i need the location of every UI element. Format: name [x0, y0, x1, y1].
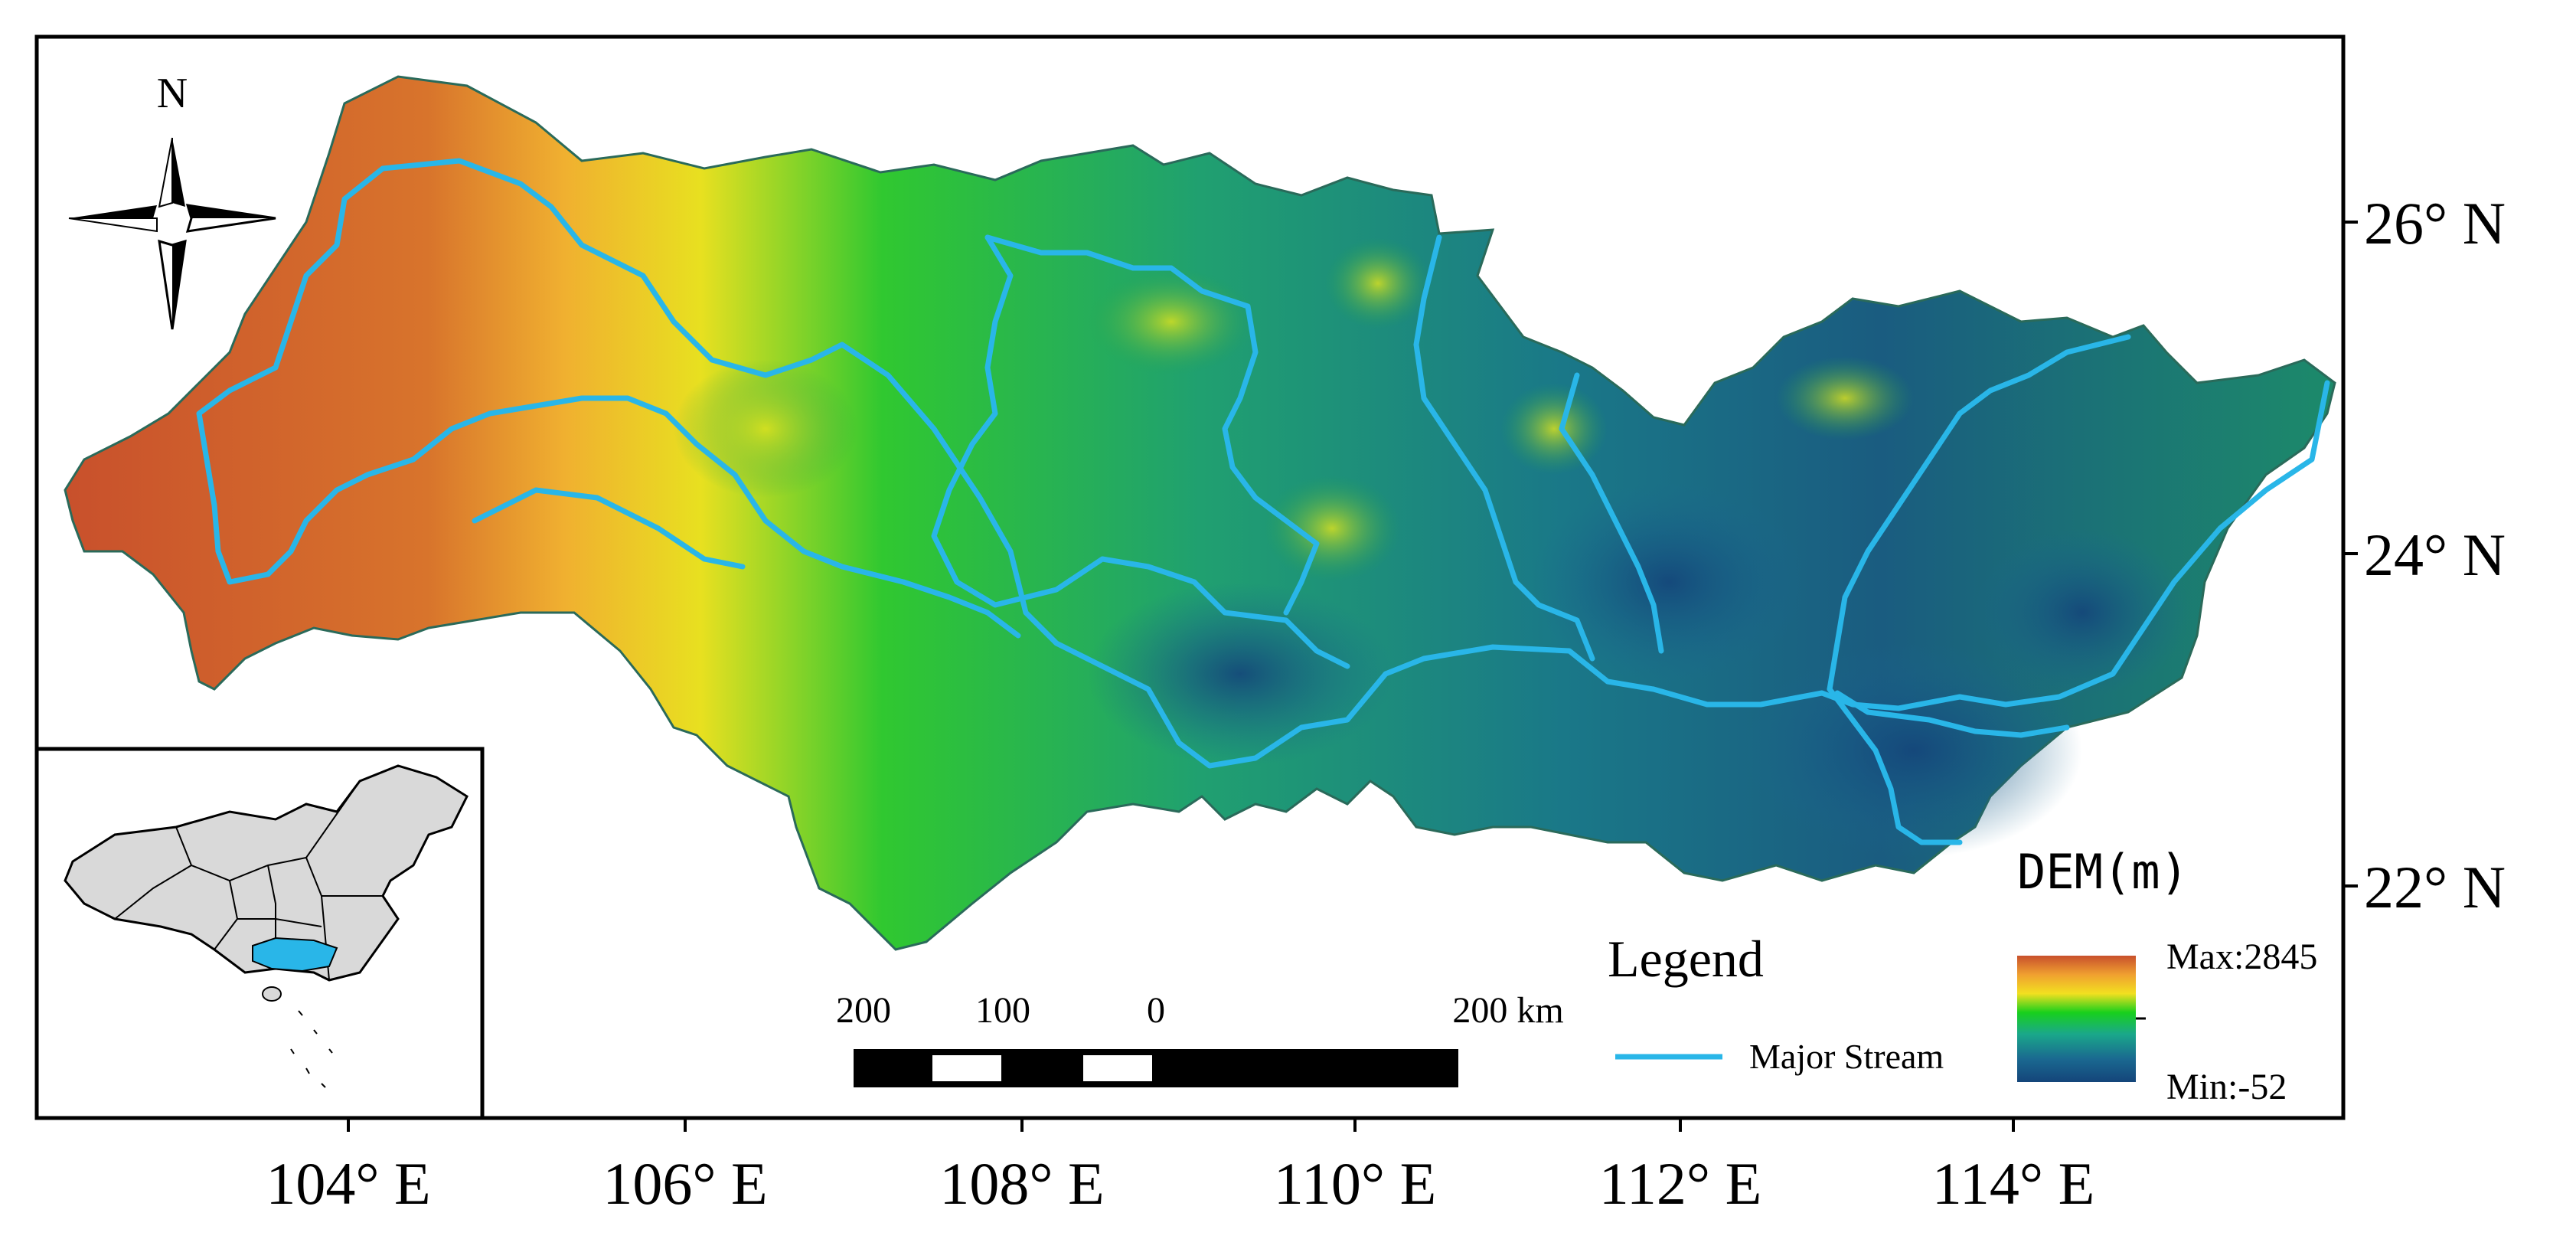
- lon-label-110: 110° E: [1274, 1150, 1436, 1217]
- legend-title: Legend: [1608, 930, 1764, 988]
- lat-label-22: 22° N: [2364, 854, 2506, 920]
- scale-label-200-km: 200 km: [1452, 990, 1563, 1031]
- dem-legend: DEM(m) Max:2845 Min:-52: [2017, 844, 2317, 1107]
- dem-max-label: Max:2845: [2166, 937, 2317, 977]
- scale-label-0: 0: [1147, 990, 1165, 1031]
- north-label: N: [157, 70, 188, 117]
- lon-label-108: 108° E: [939, 1150, 1104, 1217]
- inset-basin-highlight: [252, 937, 338, 973]
- major-stream-label: Major Stream: [1749, 1037, 1944, 1076]
- dem-color-ramp: [2017, 956, 2136, 1082]
- north-arrow-icon: N: [68, 70, 276, 330]
- lon-label-112: 112° E: [1599, 1150, 1761, 1217]
- scale-label-200-left: 200: [836, 990, 891, 1031]
- lon-label-106: 106° E: [602, 1150, 767, 1217]
- dem-title: DEM(m): [2017, 844, 2189, 900]
- lat-label-26: 26° N: [2364, 190, 2506, 257]
- lat-label-24: 24° N: [2364, 521, 2506, 588]
- major-streams: [196, 158, 2330, 845]
- inset-china-outline: [64, 764, 469, 982]
- inset-map: [34, 747, 485, 1120]
- latitude-axis: 26° N 24° N 22° N: [2343, 190, 2506, 920]
- longitude-axis: 104° E 106° E 108° E 110° E 112° E 114° …: [266, 1118, 2094, 1217]
- lon-label-104: 104° E: [266, 1150, 430, 1217]
- scale-bar: 200 100 0 200 km: [836, 990, 1564, 1087]
- dem-min-label: Min:-52: [2166, 1067, 2287, 1107]
- map-frame: [34, 34, 2346, 1120]
- scale-label-100: 100: [975, 990, 1030, 1031]
- lon-label-114: 114° E: [1932, 1150, 2094, 1217]
- legend: Legend Major Stream: [1608, 930, 1944, 1076]
